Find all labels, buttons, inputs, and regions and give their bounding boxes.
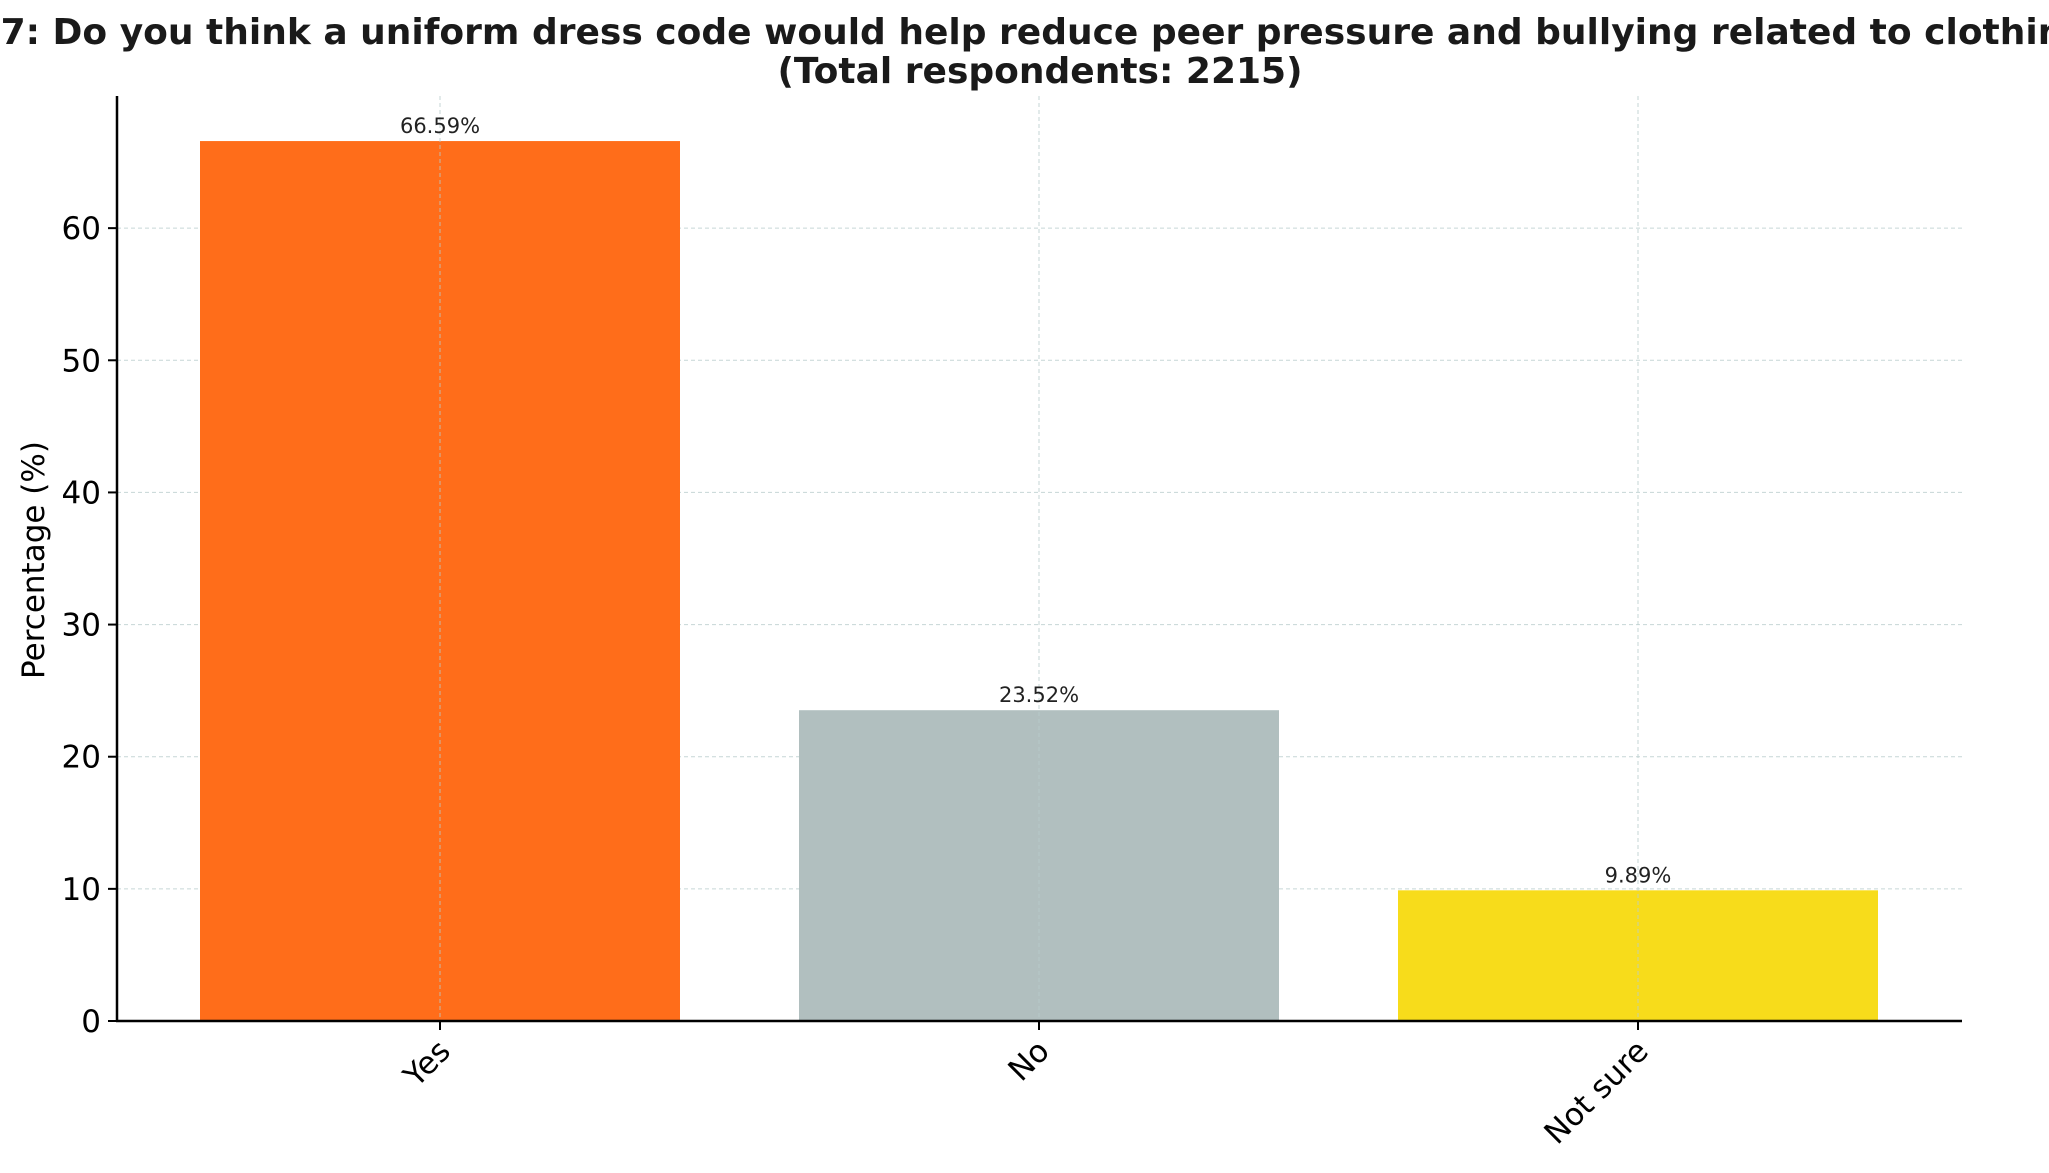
- data-label: 66.59%: [400, 114, 480, 138]
- y-tick-label: 50: [62, 343, 101, 379]
- data-label: 23.52%: [999, 683, 1079, 707]
- data-label: 9.89%: [1605, 863, 1672, 887]
- vertical-grid-lines: [439, 96, 1639, 1021]
- x-tick-label: No: [1001, 1033, 1056, 1088]
- y-tick-label: 20: [62, 740, 101, 776]
- y-tick-label: 0: [81, 1004, 101, 1040]
- y-tick-label: 10: [62, 872, 101, 908]
- y-tick-label: 40: [62, 475, 101, 511]
- x-tick-label: Not sure: [1537, 1033, 1655, 1151]
- x-tick-label: Yes: [396, 1033, 458, 1095]
- y-tick-label: 60: [62, 211, 101, 247]
- chart-subtitle: (Total respondents: 2215): [777, 51, 1302, 92]
- y-axis-label: Percentage (%): [16, 441, 52, 679]
- y-tick-label: 30: [62, 608, 101, 644]
- data-labels: 66.59% 23.52% 9.89%: [400, 114, 1671, 887]
- chart-title: Q7: Do you think a uniform dress code wo…: [0, 12, 2049, 53]
